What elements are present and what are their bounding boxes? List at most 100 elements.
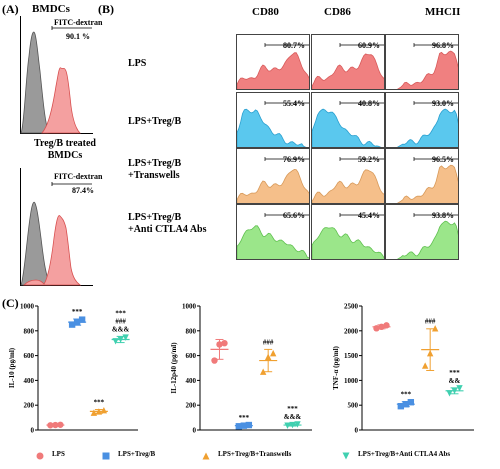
data-point — [57, 421, 64, 428]
y-tick-label: 0 — [31, 427, 35, 435]
column-header-cd80: CD80 — [252, 6, 279, 18]
histogram-cd80-row-3: 76.9% — [236, 148, 310, 204]
panel-label-c: (C) — [2, 296, 19, 310]
data-point — [378, 323, 385, 331]
data-point — [112, 338, 119, 345]
significance-label: *** — [449, 369, 460, 377]
data-point — [68, 321, 76, 328]
significance-label: *** — [239, 414, 250, 422]
significance-label: &&& — [112, 325, 130, 333]
data-point — [90, 409, 98, 416]
data-point — [216, 341, 223, 348]
data-point — [73, 318, 81, 326]
y-tick-label: 200 — [24, 402, 35, 410]
legend-marker-triangle-up — [202, 452, 210, 460]
percent-label: 60.9% — [358, 41, 380, 50]
percent-label: 80.7% — [283, 41, 305, 50]
control-peak — [20, 31, 49, 134]
data-point — [446, 390, 453, 397]
y-axis-label: IL-12p40 (pg/ml) — [170, 342, 178, 394]
percent-label: 96.8% — [432, 41, 454, 50]
data-point — [240, 422, 248, 429]
histogram-cd80-row-4: 65.6% — [236, 204, 310, 260]
panel-a-bottom-histogram — [20, 168, 93, 286]
data-point — [95, 408, 103, 415]
histogram-mhcii-row-3: 96.5% — [385, 148, 459, 204]
legend-marker-triangle-down — [342, 452, 350, 460]
legend-markers — [36, 452, 350, 460]
y-axis-label: IL-10 (pg/ml) — [8, 347, 16, 388]
y-tick-label: 1000 — [344, 377, 359, 385]
data-point — [451, 387, 458, 395]
control-peak — [20, 201, 51, 286]
y-tick-label: 400 — [186, 377, 197, 385]
dot-plot-1: 0 200 400 600 800 1000 IL-10 (pg/ml) *** *** &&&#… — [8, 303, 138, 435]
row-label-anti-ctla4: LPS+Treg/B +Anti CTLA4 Abs — [128, 212, 207, 235]
percent-label: 45.4% — [358, 211, 380, 220]
y-tick-label: 400 — [24, 377, 35, 385]
y-tick-label: 1500 — [344, 352, 359, 360]
y-tick-label: 1000 — [20, 303, 35, 311]
y-tick-label: 500 — [348, 402, 359, 410]
data-point — [397, 402, 405, 410]
data-point — [52, 421, 59, 429]
panel-a-top-pct: 90.1 % — [66, 32, 90, 41]
percent-label: 59.2% — [358, 155, 380, 164]
data-point — [264, 353, 272, 361]
data-point — [289, 421, 296, 429]
histogram-a-bottom — [20, 168, 93, 286]
data-point — [421, 362, 429, 369]
y-tick-label: 0 — [355, 427, 359, 435]
percent-label: 40.8% — [358, 99, 380, 108]
legend-label-transwells: LPS+Treg/B+Transwells — [218, 450, 292, 458]
data-point — [373, 325, 380, 332]
percent-label: 55.4% — [283, 99, 305, 108]
legend-marker-circle — [36, 452, 44, 460]
histogram-cd86-row-1: 60.9% — [311, 34, 385, 90]
y-tick-label: 800 — [24, 327, 35, 335]
significance-label: *** — [72, 308, 83, 316]
legend-marker-square — [102, 452, 110, 460]
significance-label: && — [449, 377, 461, 385]
significance-label: *** — [287, 405, 298, 413]
row-label-lps: LPS — [128, 58, 147, 69]
percent-label: 93.0% — [432, 99, 454, 108]
data-point — [235, 423, 243, 430]
sample-peak — [41, 67, 81, 134]
histogram-cd80-row-1: 80.7% — [236, 34, 310, 90]
histogram-mhcii-row-1: 96.8% — [385, 34, 459, 90]
data-point — [294, 421, 301, 428]
significance-label: ### — [263, 338, 274, 346]
y-tick-label: 600 — [24, 352, 35, 360]
y-tick-label: 600 — [186, 352, 197, 360]
histogram-cd80-row-2: 55.4% — [236, 92, 310, 148]
legend-label-lps: LPS — [52, 450, 65, 458]
significance-label: &&& — [284, 413, 302, 421]
panel-label-b: (B) — [98, 2, 114, 16]
panel-b-histogram-grid: 80.7% 60.9% 96.8% 55.4% 40.8% 93.0% 76.9% 59.2%… — [236, 34, 459, 260]
panel-a-bottom-gate: FITC-dextran — [54, 172, 103, 181]
panel-a-top-histogram — [20, 16, 93, 134]
data-point — [383, 322, 390, 329]
y-tick-label: 2500 — [344, 303, 359, 311]
percent-label: 93.8% — [432, 211, 454, 220]
dot-plot-3: 0 500 1000 1500 2000 2500 TNF-α (pg/ml) *** ### &… — [332, 303, 474, 435]
data-point — [407, 399, 415, 406]
data-point — [259, 368, 267, 375]
data-point — [426, 349, 434, 357]
percent-label: 76.9% — [283, 155, 305, 164]
panel-a-top-gate: FITC-dextran — [54, 18, 103, 27]
histogram-mhcii-row-4: 93.8% — [385, 204, 459, 260]
histogram-cd86-row-4: 45.4% — [311, 204, 385, 260]
y-tick-label: 0 — [193, 427, 197, 435]
percent-label: 96.5% — [432, 155, 454, 164]
data-point — [211, 357, 218, 364]
y-axis-label: TNF-α (pg/ml) — [332, 345, 340, 389]
data-point — [431, 325, 439, 332]
panel-a-top-title: BMDCs — [32, 3, 70, 15]
histogram-cd86-row-3: 59.2% — [311, 148, 385, 204]
histogram-a-top — [20, 16, 93, 134]
row-label-lps-treg-b: LPS+Treg/B — [128, 116, 182, 127]
data-point — [221, 340, 228, 347]
row-label-transwells: LPS+Treg/B +Transwells — [128, 158, 182, 181]
